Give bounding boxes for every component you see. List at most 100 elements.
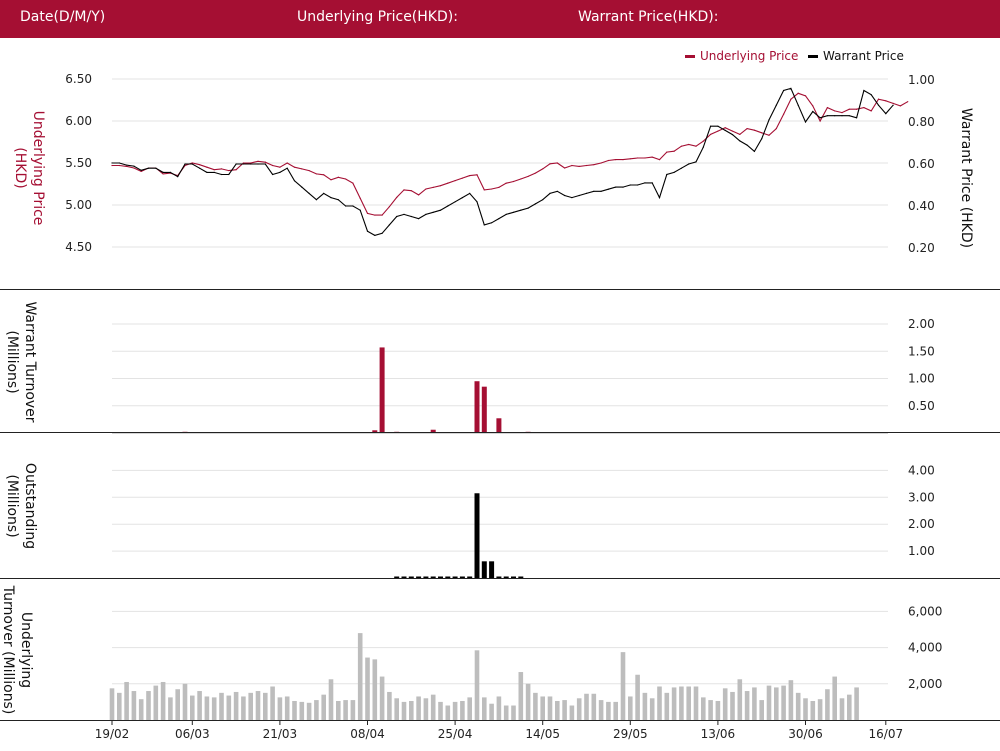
underlying-price-point	[556, 162, 558, 164]
warrant-price-point	[279, 171, 281, 173]
underlying-price-point	[593, 164, 595, 166]
warrant-price-point	[118, 162, 120, 164]
underlying-price-point	[126, 165, 128, 167]
underlying-price-point	[366, 212, 369, 214]
warrant-price-point	[600, 190, 602, 192]
warrant-price-point	[447, 205, 449, 207]
underlying-price-point	[783, 113, 785, 115]
warrant-price-point	[607, 188, 610, 190]
warrant-price-point	[286, 167, 288, 169]
underlying-price-point	[856, 108, 858, 110]
underlying-price-point	[469, 175, 471, 177]
header-bar: Date(D/M/Y) Underlying Price(HKD): Warra…	[0, 0, 1000, 38]
underlying-turnover-bar	[591, 693, 597, 720]
warrant-price-point	[826, 115, 829, 117]
warrant-price-point	[746, 144, 748, 146]
y-tick: 0.50	[908, 399, 935, 413]
underlying-turnover-bar	[613, 701, 618, 720]
underlying-turnover-bar	[708, 700, 713, 720]
y-tick: 3.00	[908, 490, 935, 504]
warrant-price-point	[666, 173, 668, 176]
warrant-price-point	[235, 163, 237, 165]
warrant-price-point	[359, 209, 361, 211]
underlying-turnover-bar	[190, 695, 195, 720]
warrant-price-point	[454, 201, 456, 203]
warrant-price-point	[191, 163, 193, 165]
underlying-price-point	[111, 164, 113, 167]
underlying-turnover-bar	[825, 689, 830, 720]
underlying-price-point	[731, 130, 734, 132]
y-axis-label-line: (Millions)	[4, 330, 20, 393]
y-tick-right: 0.80	[908, 115, 935, 129]
underlying-turnover-bar	[482, 697, 487, 720]
outstanding-bar	[416, 576, 422, 578]
warrant-turnover-bar	[481, 386, 487, 433]
warrant-price-point	[856, 117, 858, 119]
underlying-turnover-bar	[569, 705, 575, 720]
underlying-price-label: Underlying Price(HKD):	[297, 9, 458, 25]
legend-warrant: Warrant Price	[823, 49, 904, 63]
underlying-price-point	[768, 134, 770, 136]
outstanding-bar	[503, 576, 509, 578]
underlying-turnover-bar	[423, 698, 429, 720]
y-tick: 6,000	[908, 604, 942, 618]
underlying-turnover-bar	[131, 691, 137, 720]
underlying-price-point	[133, 167, 135, 169]
underlying-turnover-bar	[547, 696, 553, 720]
y-axis-label-right: Warrant Price (HKD)	[958, 108, 974, 248]
underlying-price-point	[804, 95, 807, 97]
warrant-price-point	[753, 150, 756, 152]
underlying-turnover-bar	[175, 689, 180, 720]
underlying-turnover-bar	[679, 686, 684, 720]
y-tick: 2.00	[908, 517, 935, 531]
y-tick-left: 5.00	[65, 198, 92, 212]
warrant-price-point	[885, 113, 887, 115]
warrant-price-point	[556, 190, 558, 192]
underlying-price-point	[819, 120, 821, 122]
outstanding-bar	[408, 576, 414, 578]
underlying-turnover-bar	[715, 700, 721, 720]
warrant-price-point	[688, 163, 690, 165]
y-tick: 4.00	[908, 463, 935, 477]
underlying-price-point	[191, 162, 193, 164]
warrant-price-point	[155, 167, 157, 169]
underlying-turnover-bar	[394, 698, 399, 720]
warrant-price-point	[761, 138, 763, 140]
y-axis-label-line: Turnover (Millions)	[0, 585, 16, 715]
underlying-price-point	[651, 156, 653, 158]
underlying-turnover-bar	[598, 700, 604, 720]
legend-swatch-warrant	[808, 55, 818, 58]
underlying-turnover-bar	[204, 696, 210, 720]
warrant-price-point	[228, 173, 230, 176]
underlying-price-point	[534, 172, 537, 174]
y-tick-left: 6.00	[65, 114, 92, 128]
warrant-price-point	[483, 224, 485, 226]
underlying-turnover-bar	[197, 691, 202, 720]
underlying-price-point	[834, 110, 836, 112]
legend-swatch-underlying	[685, 55, 695, 58]
underlying-price-line	[112, 92, 908, 216]
underlying-price-point	[790, 98, 792, 100]
underlying-price-point	[432, 186, 434, 188]
underlying-turnover-bar	[511, 705, 516, 720]
underlying-turnover-bar	[168, 697, 173, 720]
y-axis-label-line: Warrant Turnover	[22, 301, 38, 422]
underlying-turnover-bar	[336, 700, 341, 720]
underlying-price-point	[775, 127, 777, 130]
underlying-turnover-bar	[766, 685, 772, 720]
underlying-turnover-bar	[416, 696, 421, 720]
warrant-price-point	[739, 140, 741, 142]
underlying-turnover-bar	[248, 692, 253, 720]
warrant-price-point	[892, 104, 894, 106]
warrant-price-point	[848, 115, 850, 117]
underlying-price-point	[293, 166, 296, 168]
underlying-price-point	[797, 92, 799, 94]
warrant-price-point	[491, 222, 493, 224]
underlying-turnover-bar	[182, 683, 188, 720]
warrant-price-point	[272, 173, 274, 176]
underlying-turnover-bar	[401, 701, 407, 720]
warrant-turnover-bar	[496, 418, 502, 433]
y-tick-left: 5.50	[65, 156, 92, 170]
underlying-price-point	[264, 161, 266, 163]
outstanding-bar	[511, 576, 516, 578]
